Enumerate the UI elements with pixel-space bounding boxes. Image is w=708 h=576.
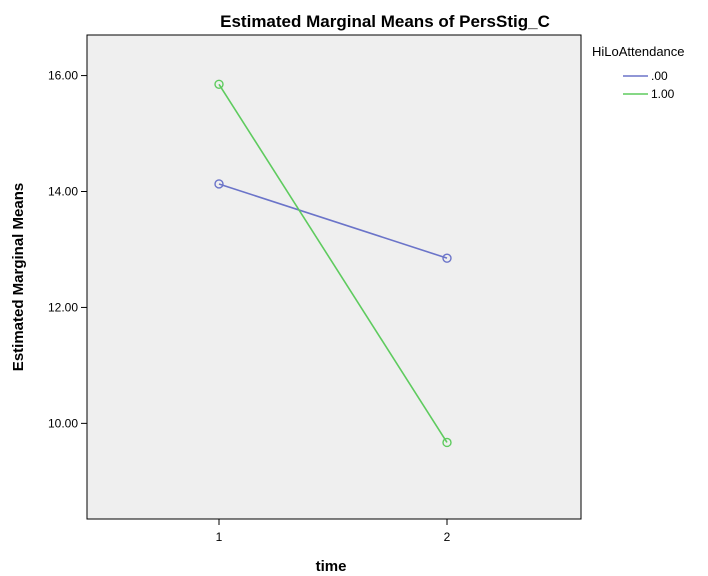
y-tick-label: 16.00 (48, 69, 78, 83)
data-point (442, 253, 452, 263)
data-point (214, 79, 224, 89)
data-point (442, 437, 452, 448)
series-line (218, 183, 448, 259)
x-tick-label: 2 (444, 530, 451, 544)
x-axis-title: time (316, 558, 347, 575)
y-tick-label: 10.00 (48, 416, 78, 430)
y-tick-label: 12.00 (48, 300, 78, 314)
legend: HiLoAttendance .00 1.00 (592, 44, 685, 101)
legend-label: 1.00 (651, 87, 675, 101)
y-tick-label: 14.00 (48, 185, 78, 199)
y-axis: 10.00 12.00 14.00 16.00 (48, 69, 87, 430)
series-layer (214, 79, 452, 448)
y-axis-title: Estimated Marginal Means (10, 183, 27, 371)
plot-area (86, 34, 582, 520)
chart-title: Estimated Marginal Means of PersStig_C (220, 12, 550, 31)
x-tick-label: 1 (216, 530, 223, 544)
legend-label: .00 (651, 69, 668, 83)
series-line (218, 83, 448, 443)
legend-title: HiLoAttendance (592, 44, 685, 59)
data-point (214, 179, 224, 189)
